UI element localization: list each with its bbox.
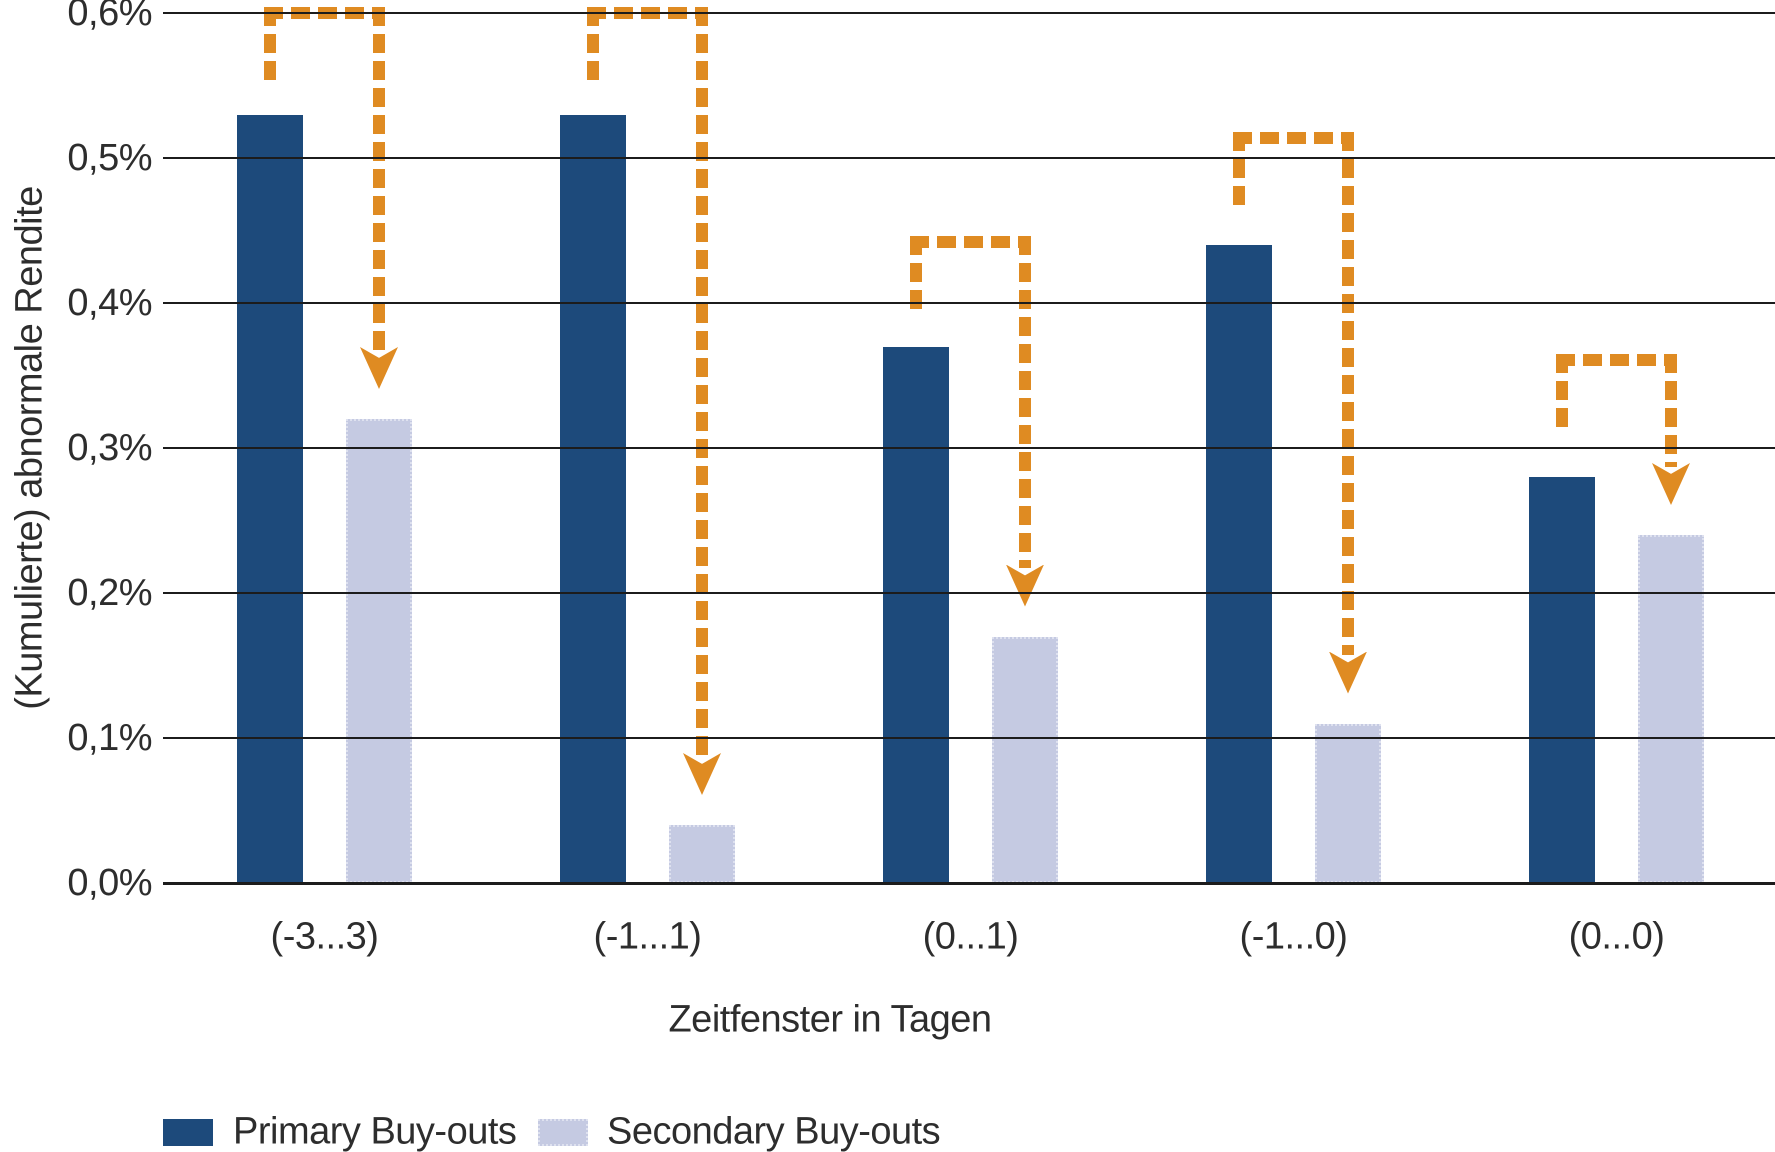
x-tick-(0...1): (0...1) — [922, 915, 1019, 958]
bar-secondary-(-1...0) — [1315, 723, 1381, 883]
y-tick-0,4%: 0,4% — [67, 282, 152, 324]
bracket-stub-(-1...0) — [1233, 131, 1245, 207]
bar-secondary-(0...1) — [992, 636, 1058, 883]
bracket-stub-(-3...3) — [264, 7, 276, 82]
gridline-0,6% — [163, 12, 1775, 14]
y-tick-0,1%: 0,1% — [67, 717, 152, 759]
gridline-0,3% — [163, 447, 1775, 449]
gridline-0,2% — [163, 592, 1775, 594]
y-axis-title: (Kumulierte) abnormale Rendite — [8, 186, 51, 710]
gridline-0,0% — [163, 882, 1775, 885]
bracket-leg-(-3...3) — [373, 7, 385, 351]
bar-primary-(-1...0) — [1206, 245, 1272, 883]
arrow-down-icon-(0...0) — [1652, 463, 1690, 505]
bracket-stub-(-1...1) — [587, 7, 599, 82]
arrow-down-icon-(-3...3) — [360, 347, 398, 389]
bracket-horizontal-(0...1) — [910, 236, 1031, 249]
bracket-stub-(0...1) — [910, 236, 922, 312]
legend-swatch-primary — [163, 1119, 213, 1146]
bar-primary-(0...0) — [1529, 477, 1595, 883]
arrow-down-icon-(-1...0) — [1329, 651, 1367, 694]
x-tick-(-1...0): (-1...0) — [1239, 915, 1348, 958]
x-tick-(0...0): (0...0) — [1568, 915, 1665, 958]
legend-swatch-secondary — [538, 1119, 588, 1146]
bracket-leg-(-1...1) — [696, 7, 708, 757]
bar-secondary-(-1...1) — [669, 825, 735, 883]
legend-label-secondary: Secondary Buy-outs — [607, 1110, 941, 1152]
x-axis-title: Zeitfenster in Tagen — [668, 998, 992, 1041]
y-tick-0,0%: 0,0% — [67, 862, 152, 904]
bracket-leg-(0...1) — [1019, 236, 1031, 569]
arrow-down-icon-(-1...1) — [683, 753, 721, 795]
bar-primary-(0...1) — [883, 346, 949, 883]
gridline-0,1% — [163, 737, 1775, 739]
bar-primary-(-3...3) — [237, 114, 303, 883]
bar-primary-(-1...1) — [560, 114, 626, 883]
gridline-0,5% — [163, 157, 1775, 159]
legend-label-primary: Primary Buy-outs — [233, 1110, 517, 1152]
bracket-horizontal-(0...0) — [1556, 353, 1677, 366]
bar-secondary-(0...0) — [1638, 535, 1704, 883]
y-tick-0,5%: 0,5% — [67, 137, 152, 179]
arrow-down-icon-(0...1) — [1006, 564, 1044, 607]
y-tick-0,2%: 0,2% — [67, 572, 152, 614]
bracket-horizontal-(-1...0) — [1233, 131, 1354, 144]
y-tick-0,6%: 0,6% — [67, 0, 152, 34]
bracket-leg-(0...0) — [1665, 353, 1677, 467]
bracket-stub-(0...0) — [1556, 353, 1568, 429]
x-tick-(-1...1): (-1...1) — [593, 915, 702, 958]
y-tick-0,3%: 0,3% — [67, 427, 152, 469]
bar-secondary-(-3...3) — [346, 419, 412, 883]
gridline-0,4% — [163, 302, 1775, 304]
bracket-leg-(-1...0) — [1342, 131, 1354, 656]
x-tick-(-3...3): (-3...3) — [270, 915, 379, 958]
